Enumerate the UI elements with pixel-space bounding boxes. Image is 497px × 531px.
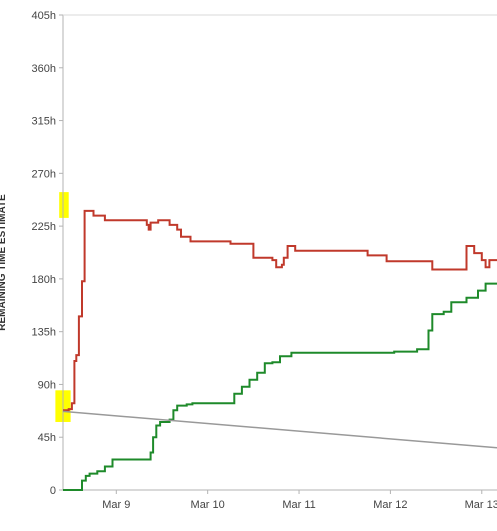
x-tick-label: Mar 13	[465, 499, 497, 511]
series-lines	[62, 209, 497, 491]
chart-axes	[62, 14, 497, 491]
x-tick-label: Mar 9	[102, 499, 130, 511]
y-tick-label: 405h	[32, 10, 56, 22]
x-tick-label: Mar 12	[373, 499, 407, 511]
highlight-box-1	[59, 192, 69, 218]
trend-line	[62, 410, 497, 449]
y-tick-label: 360h	[32, 63, 56, 75]
y-tick-label: 180h	[32, 274, 56, 286]
y-tick-label: 270h	[32, 168, 56, 180]
y-tick-label: 45h	[38, 432, 56, 444]
y-tick-label: 0	[50, 485, 56, 497]
tick-labels: 0 45h 90h 135h 180h 225h 270h 315h 360h 405h Mar 9…	[32, 10, 497, 511]
remaining-work-line	[63, 209, 497, 412]
y-tick-label: 315h	[32, 116, 56, 128]
x-tick-label: Mar 10	[191, 499, 225, 511]
y-tick-label: 135h	[32, 327, 56, 339]
y-tick-label: 225h	[32, 221, 56, 233]
y-axis-title: REMAINING TIME ESTIMATE	[0, 194, 8, 331]
x-tick-label: Mar 11	[282, 499, 315, 511]
y-tick-label: 90h	[38, 379, 56, 391]
completed-work-line	[63, 282, 497, 491]
